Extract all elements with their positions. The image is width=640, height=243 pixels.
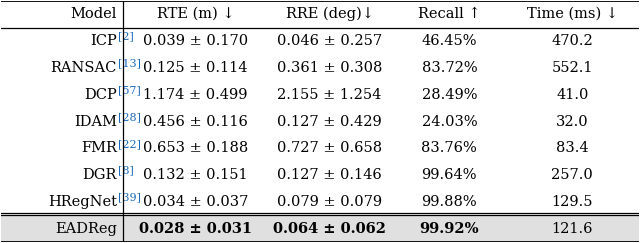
Text: 99.64%: 99.64% — [422, 168, 477, 182]
Text: 83.4: 83.4 — [556, 141, 589, 155]
Text: 552.1: 552.1 — [552, 61, 593, 75]
Text: ICP: ICP — [90, 34, 117, 48]
Text: DGR: DGR — [83, 168, 117, 182]
Text: 2.155 ± 1.254: 2.155 ± 1.254 — [277, 88, 382, 102]
Text: 121.6: 121.6 — [552, 222, 593, 236]
Text: 0.456 ± 0.116: 0.456 ± 0.116 — [143, 114, 248, 129]
Text: RANSAC: RANSAC — [51, 61, 117, 75]
Text: 0.046 ± 0.257: 0.046 ± 0.257 — [277, 34, 382, 48]
Text: 470.2: 470.2 — [552, 34, 593, 48]
Text: 0.361 ± 0.308: 0.361 ± 0.308 — [277, 61, 382, 75]
Text: IDAM: IDAM — [74, 114, 117, 129]
Text: 0.127 ± 0.429: 0.127 ± 0.429 — [277, 114, 382, 129]
Text: RRE (deg)↓: RRE (deg)↓ — [285, 7, 374, 21]
Text: 46.45%: 46.45% — [422, 34, 477, 48]
Text: 1.174 ± 0.499: 1.174 ± 0.499 — [143, 88, 248, 102]
Text: 0.039 ± 0.170: 0.039 ± 0.170 — [143, 34, 248, 48]
FancyBboxPatch shape — [1, 216, 639, 242]
Text: [22]: [22] — [118, 139, 141, 149]
Text: [39]: [39] — [118, 192, 141, 202]
Text: Recall ↑: Recall ↑ — [418, 7, 481, 21]
Text: 99.88%: 99.88% — [422, 195, 477, 209]
Text: [2]: [2] — [118, 31, 134, 41]
Text: 0.064 ± 0.062: 0.064 ± 0.062 — [273, 222, 386, 236]
Text: Time (ms) ↓: Time (ms) ↓ — [527, 7, 618, 21]
Text: 99.92%: 99.92% — [419, 222, 479, 236]
Text: [13]: [13] — [118, 58, 141, 68]
Text: 0.125 ± 0.114: 0.125 ± 0.114 — [143, 61, 248, 75]
Text: 257.0: 257.0 — [552, 168, 593, 182]
Text: Model: Model — [70, 7, 117, 21]
Text: 24.03%: 24.03% — [422, 114, 477, 129]
Text: 0.653 ± 0.188: 0.653 ± 0.188 — [143, 141, 248, 155]
Text: FMR: FMR — [81, 141, 117, 155]
Text: 0.034 ± 0.037: 0.034 ± 0.037 — [143, 195, 248, 209]
Text: EADReg: EADReg — [55, 222, 117, 236]
Text: 83.72%: 83.72% — [422, 61, 477, 75]
Text: 129.5: 129.5 — [552, 195, 593, 209]
Text: 32.0: 32.0 — [556, 114, 589, 129]
Text: 83.76%: 83.76% — [422, 141, 477, 155]
Text: 0.132 ± 0.151: 0.132 ± 0.151 — [143, 168, 248, 182]
Text: HRegNet: HRegNet — [48, 195, 117, 209]
Text: DCP: DCP — [84, 88, 117, 102]
Text: [57]: [57] — [118, 85, 141, 95]
Text: 0.127 ± 0.146: 0.127 ± 0.146 — [277, 168, 382, 182]
Text: 0.079 ± 0.079: 0.079 ± 0.079 — [277, 195, 382, 209]
Text: [28]: [28] — [118, 112, 141, 122]
Text: RTE (m) ↓: RTE (m) ↓ — [157, 7, 234, 21]
Text: [8]: [8] — [118, 166, 134, 176]
Text: 0.028 ± 0.031: 0.028 ± 0.031 — [139, 222, 252, 236]
Text: 28.49%: 28.49% — [422, 88, 477, 102]
Text: 0.727 ± 0.658: 0.727 ± 0.658 — [277, 141, 382, 155]
Text: 41.0: 41.0 — [556, 88, 588, 102]
